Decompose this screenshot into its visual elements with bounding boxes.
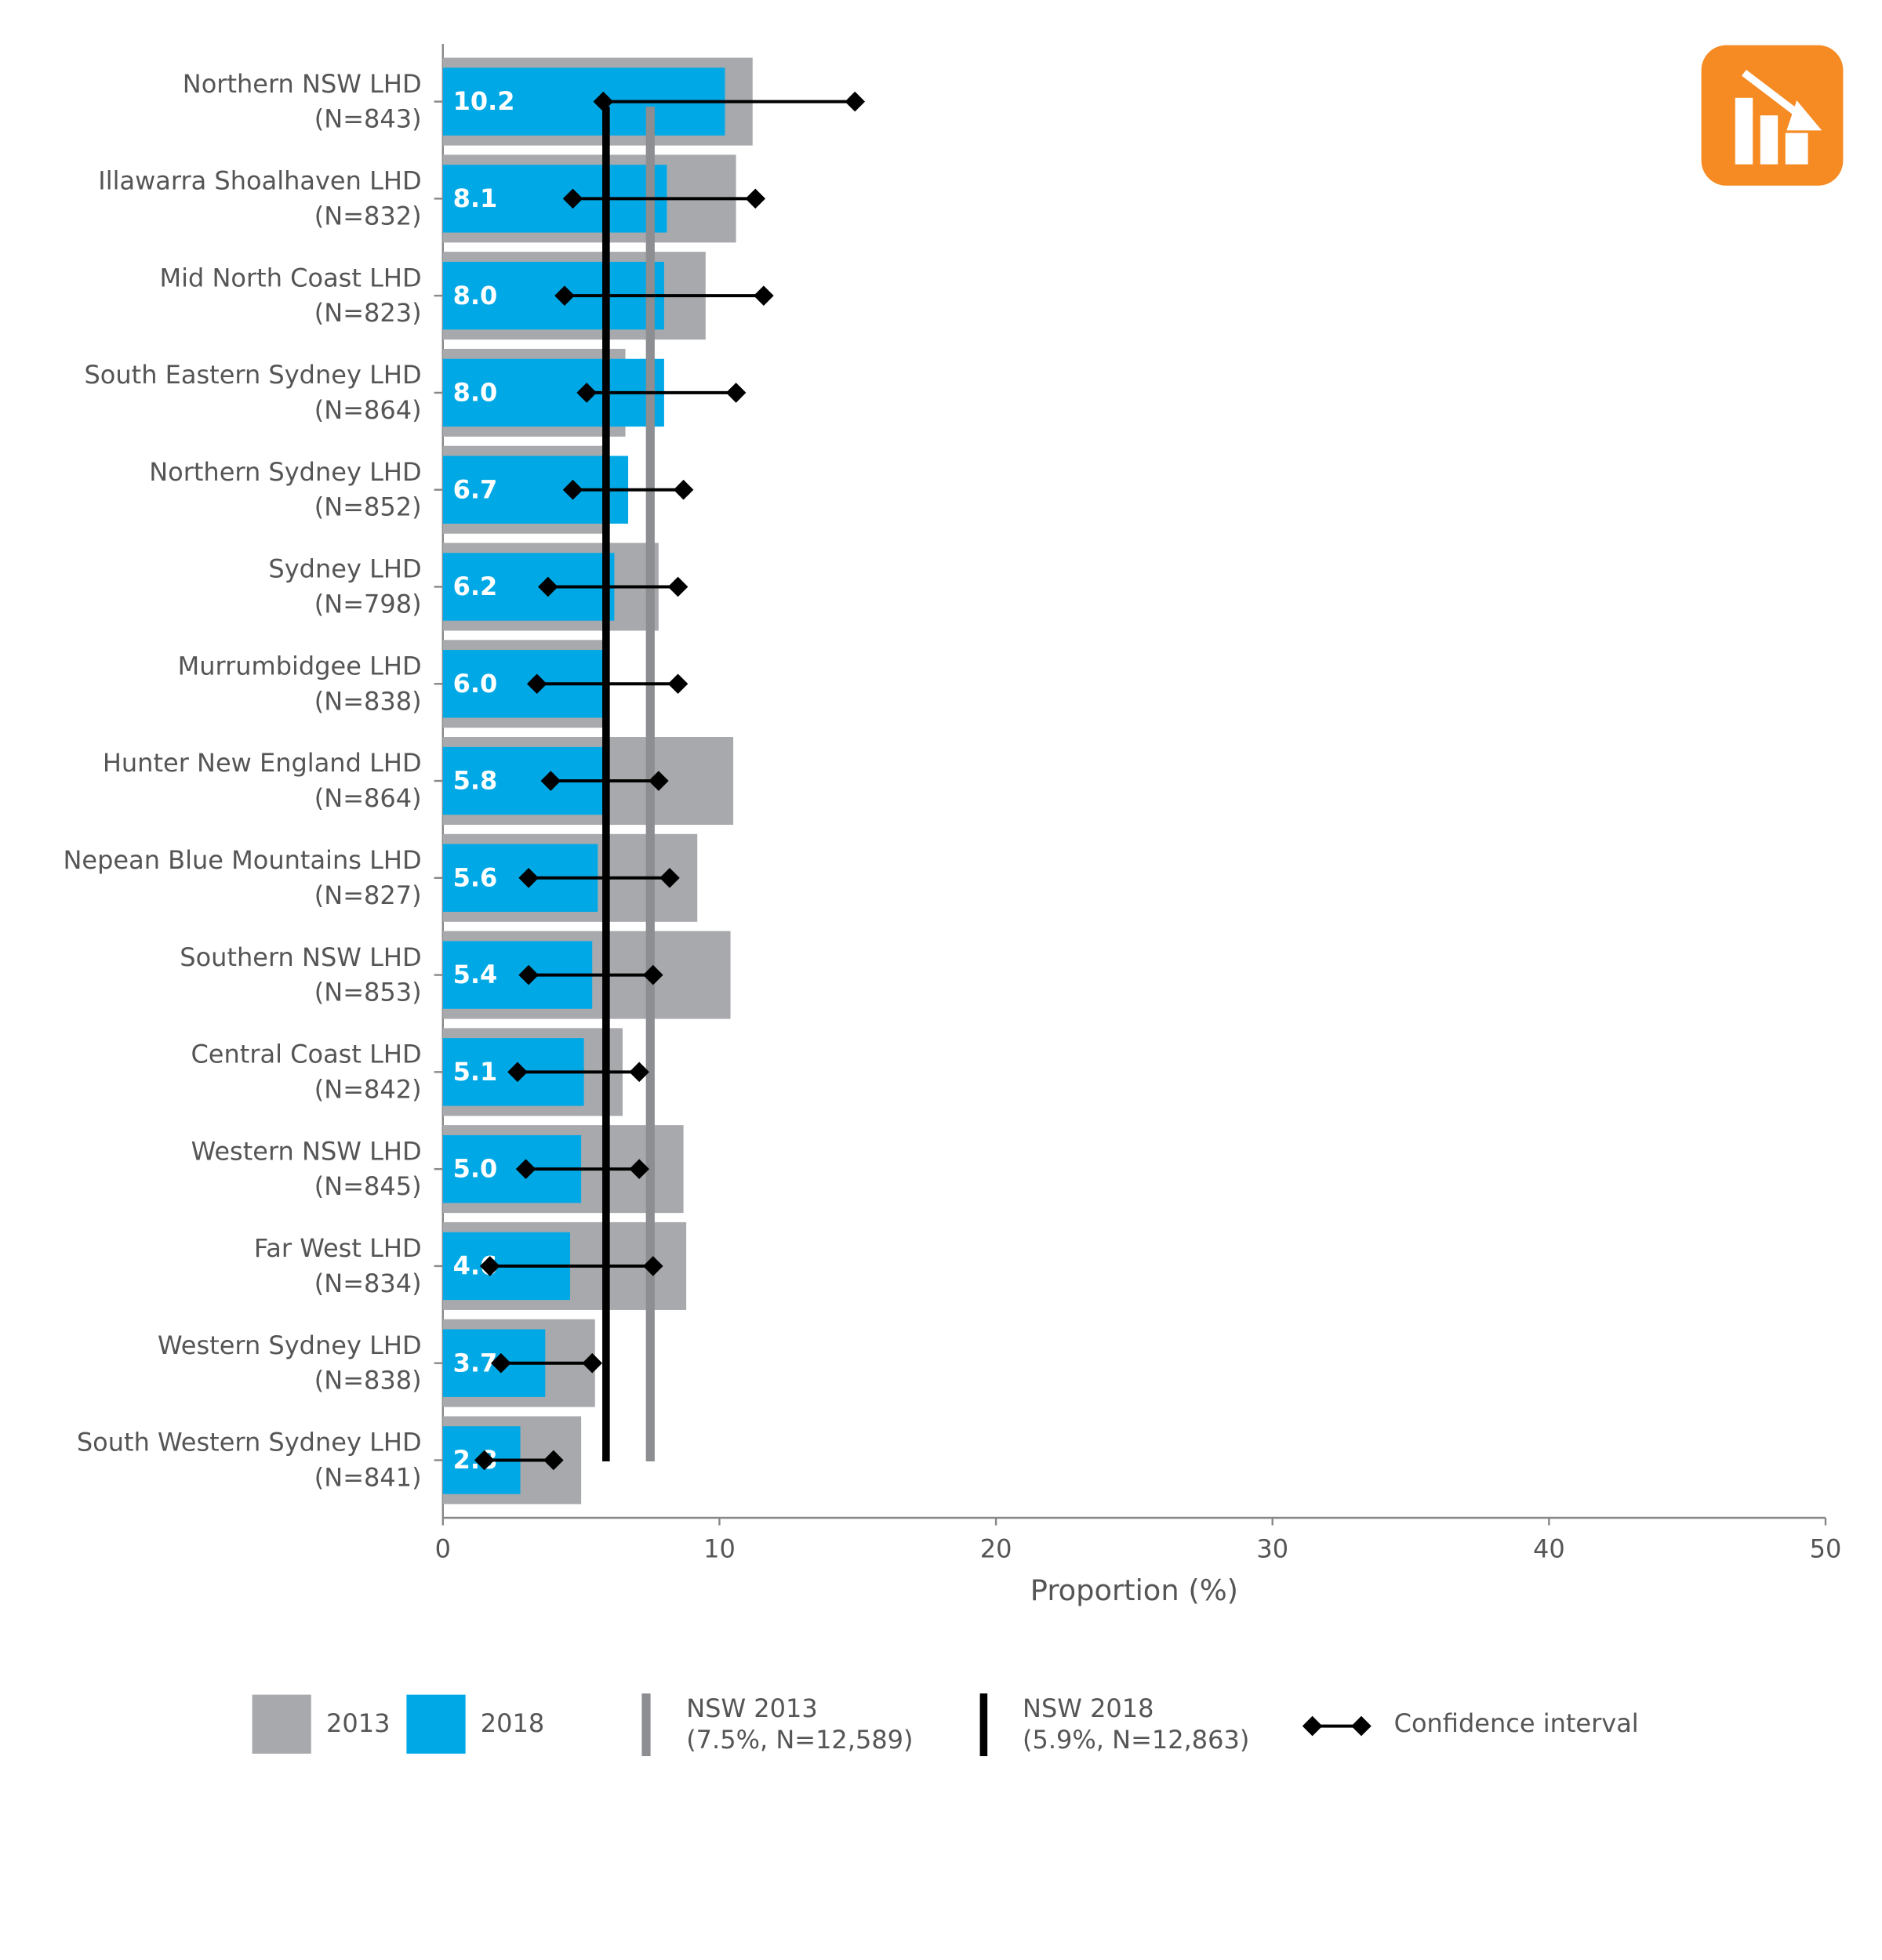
ci-upper (667, 673, 688, 695)
ci-lower (515, 1159, 536, 1179)
category-sublabel: (N=843) (314, 104, 422, 134)
category-label: Western NSW LHD (191, 1136, 422, 1166)
category-label: Southern NSW LHD (180, 942, 421, 972)
ci-upper (754, 285, 774, 306)
value-label: 10.2 (453, 86, 515, 116)
value-label: 5.4 (453, 960, 498, 989)
category-sublabel: (N=842) (314, 1074, 422, 1104)
category-label: Northern Sydney LHD (149, 457, 421, 487)
value-label: 5.8 (453, 766, 498, 796)
ci-upper (845, 91, 866, 112)
legend-ci (1302, 1715, 1323, 1737)
category-label: South Eastern Sydney LHD (84, 360, 421, 390)
value-label: 6.0 (453, 669, 498, 699)
value-label: 5.6 (453, 862, 498, 892)
category-label: Murrumbidgee LHD (178, 651, 422, 681)
category-label: Hunter New England LHD (103, 748, 422, 778)
legend-swatch (406, 1694, 466, 1754)
category-label: Far West LHD (254, 1233, 422, 1263)
x-tick-label: 20 (980, 1534, 1012, 1564)
category-sublabel: (N=827) (314, 880, 422, 910)
category-sublabel: (N=838) (314, 686, 422, 716)
ci-lower (562, 188, 583, 209)
legend-label: 2013 (326, 1708, 390, 1738)
value-label: 5.1 (453, 1057, 498, 1087)
category-label: Nepean Blue Mountains LHD (63, 845, 421, 875)
category-sublabel: (N=852) (314, 492, 422, 522)
ci-upper (667, 576, 688, 597)
ci-upper (745, 188, 766, 209)
value-label: 8.1 (453, 183, 498, 213)
ci-lower (526, 673, 547, 695)
ci-lower (474, 1450, 495, 1471)
value-label: 6.2 (453, 572, 498, 601)
category-label: Illawarra Shoalhaven LHD (98, 166, 421, 196)
ci-upper (629, 1062, 649, 1083)
value-label: 8.0 (453, 281, 498, 310)
category-sublabel: (N=834) (314, 1269, 422, 1298)
x-axis-title: Proportion (%) (1030, 1573, 1238, 1607)
ci-lower (507, 1062, 528, 1083)
legend-label: (7.5%, N=12,589) (686, 1725, 913, 1755)
x-tick-label: 0 (435, 1534, 451, 1564)
value-label: 5.0 (453, 1154, 498, 1184)
ci-upper (725, 383, 747, 403)
x-tick-label: 50 (1810, 1534, 1842, 1564)
ci-upper (543, 1450, 564, 1471)
legend-label: Confidence interval (1394, 1708, 1639, 1738)
value-label: 6.7 (453, 474, 498, 504)
category-label: Mid North Coast LHD (159, 263, 421, 292)
category-label: Central Coast LHD (191, 1040, 421, 1069)
ci-upper (643, 1256, 663, 1276)
legend-label: NSW 2018 (1023, 1693, 1154, 1723)
x-tick-label: 10 (703, 1534, 736, 1564)
category-sublabel: (N=841) (314, 1462, 422, 1492)
legend-label: NSW 2013 (686, 1693, 817, 1723)
category-label: Sydney LHD (268, 554, 421, 584)
legend-swatch (252, 1694, 311, 1754)
category-label: Northern NSW LHD (183, 69, 422, 99)
x-tick-label: 40 (1533, 1534, 1565, 1564)
category-sublabel: (N=853) (314, 978, 422, 1007)
ci-upper (629, 1159, 649, 1179)
value-label: 3.7 (453, 1348, 498, 1377)
icon (1701, 45, 1844, 186)
ci-upper (659, 868, 680, 888)
ci-lower (593, 91, 614, 112)
category-sublabel: (N=864) (314, 395, 422, 425)
category-sublabel: (N=845) (314, 1171, 422, 1201)
x-tick-label: 30 (1256, 1534, 1288, 1564)
ci-lower (562, 479, 583, 500)
legend-ci (1351, 1715, 1372, 1737)
category-sublabel: (N=864) (314, 783, 422, 813)
ci-upper (649, 771, 669, 791)
ci-lower (576, 383, 597, 403)
category-sublabel: (N=832) (314, 201, 422, 230)
ci-upper (643, 964, 663, 985)
value-label: 8.0 (453, 378, 498, 408)
legend-label: 2018 (481, 1708, 544, 1738)
category-sublabel: (N=823) (314, 298, 422, 328)
category-label: South Western Sydney LHD (77, 1428, 422, 1457)
ci-lower (491, 1352, 511, 1374)
category-sublabel: (N=838) (314, 1366, 422, 1396)
ci-upper (673, 479, 694, 500)
category-sublabel: (N=798) (314, 589, 422, 619)
legend-label: (5.9%, N=12,863) (1023, 1725, 1249, 1755)
category-label: Western Sydney LHD (158, 1330, 422, 1360)
